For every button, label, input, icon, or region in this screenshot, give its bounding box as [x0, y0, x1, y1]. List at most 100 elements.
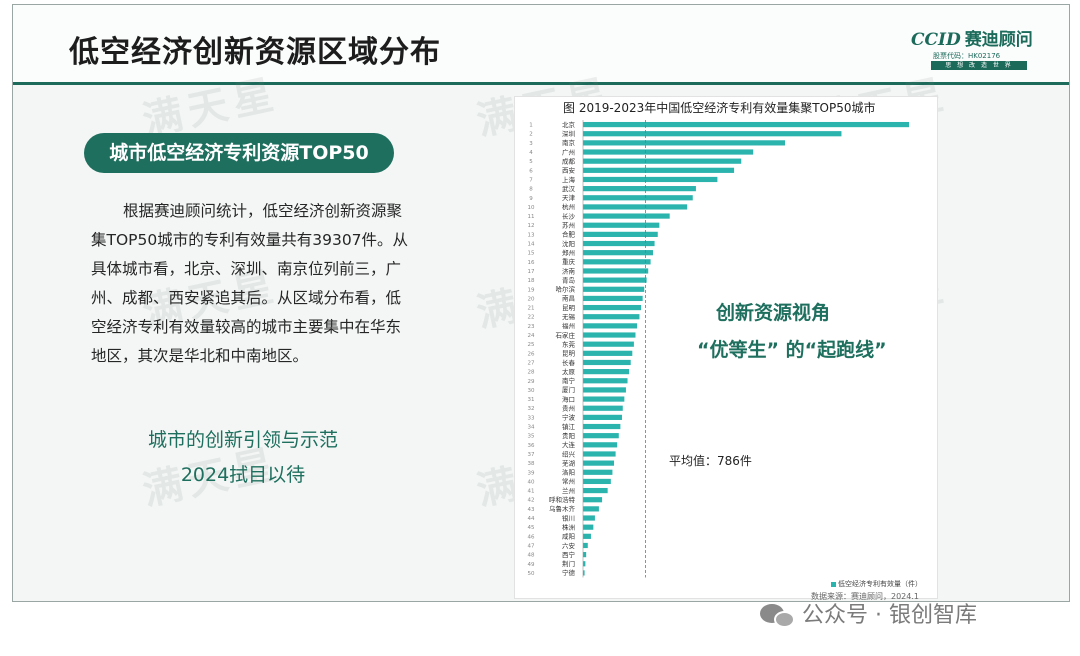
rank-label: 6 — [529, 168, 533, 174]
city-label: 天津 — [562, 194, 576, 202]
wechat-account-name: 公众号 · 银创智库 — [802, 603, 977, 628]
bar — [583, 295, 643, 302]
bar — [583, 423, 621, 430]
rank-label: 7 — [529, 177, 533, 183]
bar — [583, 231, 658, 237]
bar — [583, 286, 645, 292]
rank-label: 30 — [528, 388, 535, 394]
rank-label: 29 — [528, 379, 535, 385]
bar — [583, 332, 636, 338]
bar — [583, 497, 603, 503]
wechat-account-mark: 公众号 · 银创智库 — [760, 597, 977, 630]
city-label: 宁德 — [562, 568, 576, 577]
bar — [583, 396, 625, 402]
city-label: 东莞 — [562, 339, 576, 348]
rank-label: 12 — [528, 223, 535, 229]
rank-label: 14 — [528, 242, 535, 248]
bar — [583, 552, 587, 558]
rank-label: 27 — [528, 360, 535, 366]
rank-label: 4 — [529, 150, 533, 156]
city-label: 福州 — [562, 321, 575, 330]
city-label: 成都 — [562, 156, 576, 165]
city-label: 合肥 — [562, 230, 576, 239]
page-title: 低空经济创新资源区域分布 — [69, 35, 441, 70]
bar — [583, 542, 588, 549]
bar — [583, 515, 595, 521]
city-label: 乌鲁木齐 — [549, 504, 576, 513]
bar — [583, 570, 585, 576]
city-label: 青岛 — [562, 275, 575, 284]
rank-label: 5 — [529, 159, 533, 165]
city-label: 厦门 — [562, 385, 575, 394]
city-label: 六安 — [562, 541, 576, 550]
rank-label: 46 — [528, 534, 535, 540]
section-pill: 城市低空经济专利资源TOP50 — [84, 133, 394, 173]
bar — [583, 149, 754, 155]
rank-label: 47 — [528, 543, 535, 549]
bar — [583, 158, 742, 164]
bar — [583, 176, 718, 183]
bar — [583, 314, 640, 320]
city-label: 宁波 — [562, 413, 576, 422]
logo-ccid: CCID — [911, 30, 961, 50]
rank-label: 8 — [529, 187, 533, 193]
city-label: 镇江 — [562, 422, 576, 431]
slogan-line-1: 城市的创新引领与示范 — [147, 429, 338, 451]
bar — [583, 213, 670, 219]
legend-label: 低空经济专利有效量（件） — [838, 580, 922, 588]
bar — [583, 451, 616, 457]
bar — [583, 259, 651, 265]
city-label: 南京 — [562, 138, 576, 147]
bar — [583, 469, 613, 475]
rank-label: 40 — [528, 479, 535, 485]
rank-label: 25 — [528, 342, 535, 348]
rank-label: 10 — [528, 205, 535, 211]
city-label: 昆明 — [562, 350, 576, 358]
rank-label: 13 — [528, 232, 535, 238]
city-label: 深圳 — [562, 129, 575, 138]
city-label: 西安 — [562, 166, 576, 175]
rank-label: 15 — [528, 251, 535, 257]
bar — [583, 414, 622, 420]
logo-slogan: 思 想 改 造 世 界 — [931, 61, 1027, 70]
rank-label: 35 — [528, 434, 535, 440]
bar — [583, 433, 619, 439]
city-label: 昆明 — [562, 304, 576, 312]
city-label: 呼和浩特 — [549, 495, 576, 504]
rank-label: 37 — [528, 452, 535, 458]
rank-label: 36 — [528, 443, 535, 449]
city-label: 石家庄 — [556, 330, 576, 339]
header-divider — [13, 82, 1069, 85]
city-label: 咸阳 — [562, 532, 575, 541]
slogan-line-2: 2024拭目以待 — [180, 464, 306, 486]
chart-panel: 图 2019-2023年中国低空经济专利有效量集聚TOP50城市 1 北京 2 深圳 3 南… — [514, 96, 938, 599]
bar — [583, 131, 842, 137]
rank-label: 26 — [528, 351, 535, 357]
rank-label: 42 — [528, 498, 535, 504]
city-label: 上海 — [562, 175, 576, 184]
city-label: 西宁 — [562, 550, 576, 559]
bar — [583, 240, 655, 247]
rank-label: 24 — [528, 333, 535, 339]
bar — [583, 222, 660, 228]
bar — [583, 304, 642, 311]
summary-paragraph: 根据赛迪顾问统计，低空经济创新资源聚集TOP50城市的专利有效量共有39307件… — [91, 202, 409, 365]
city-label: 太原 — [562, 367, 576, 376]
bar — [583, 369, 630, 375]
rank-label: 39 — [528, 470, 535, 476]
rank-label: 21 — [528, 306, 535, 312]
rank-label: 48 — [528, 553, 535, 559]
rank-label: 9 — [529, 196, 533, 202]
city-label: 南昌 — [562, 294, 575, 303]
rank-label: 20 — [528, 296, 535, 302]
rank-label: 31 — [528, 397, 535, 403]
wechat-icon — [760, 602, 796, 630]
city-label: 兰州 — [562, 486, 575, 495]
rank-label: 50 — [528, 571, 535, 577]
city-label: 南宁 — [562, 376, 576, 385]
city-label: 沈阳 — [562, 239, 575, 248]
city-label: 重庆 — [562, 257, 576, 266]
data-source: 数据来源：赛迪顾问，2024.1 — [811, 592, 919, 601]
city-label: 常州 — [562, 477, 575, 486]
city-label: 长春 — [562, 358, 576, 367]
